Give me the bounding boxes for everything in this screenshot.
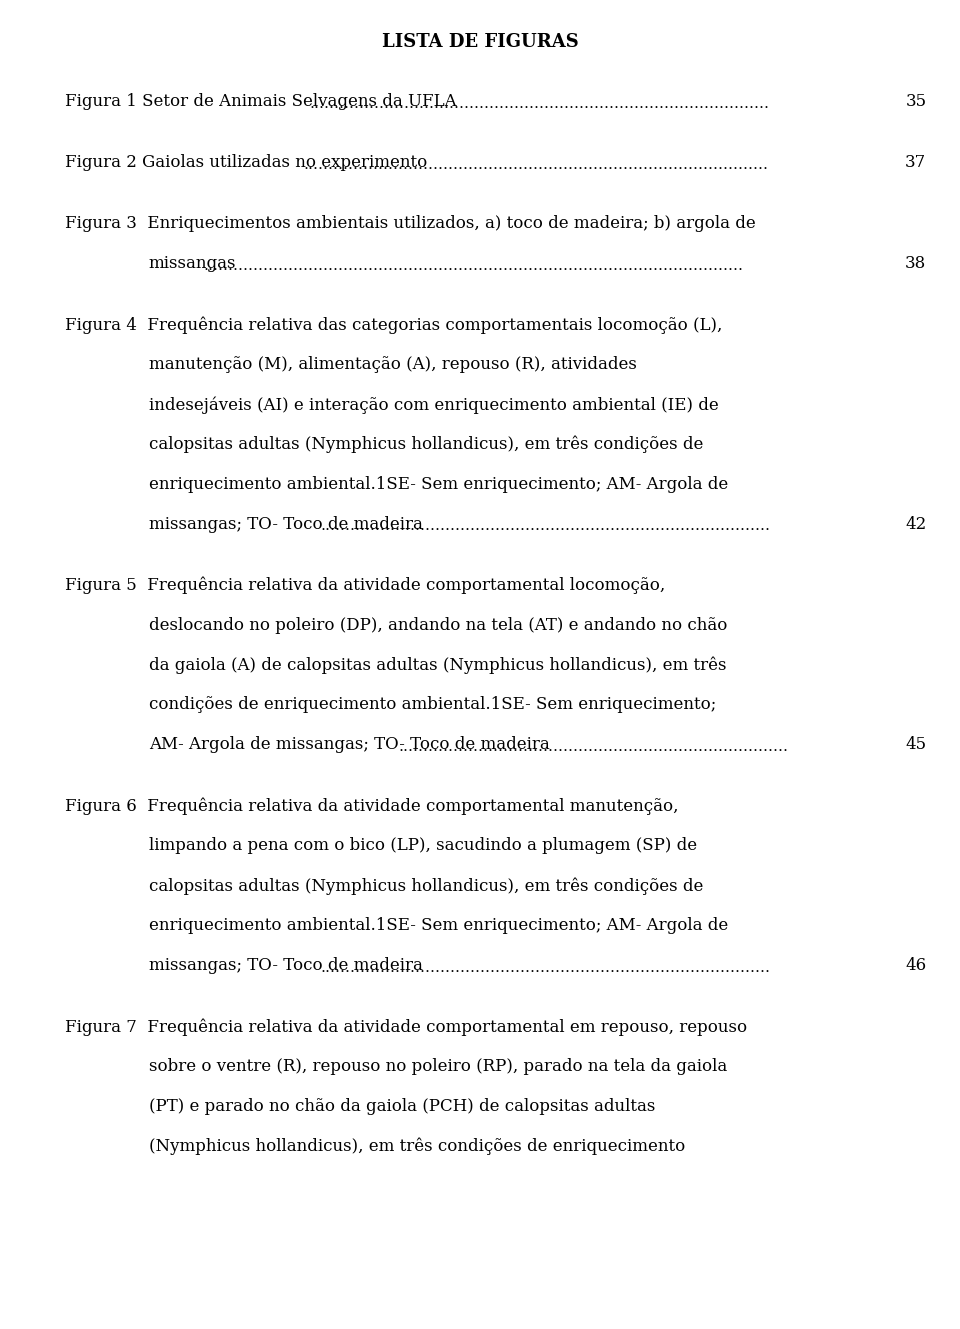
Text: Figura 3  Enriquecimentos ambientais utilizados, a) toco de madeira; b) argola d: Figura 3 Enriquecimentos ambientais util… (65, 215, 756, 233)
Text: (PT) e parado no chão da gaiola (PCH) de calopsitas adultas: (PT) e parado no chão da gaiola (PCH) de… (149, 1098, 655, 1115)
Text: Figura 7  Frequência relativa da atividade comportamental em repouso, repouso: Figura 7 Frequência relativa da atividad… (65, 1018, 748, 1035)
Text: 38: 38 (905, 255, 926, 272)
Text: missangas; TO- Toco de madeira: missangas; TO- Toco de madeira (149, 957, 422, 974)
Text: 35: 35 (905, 93, 926, 110)
Text: ................................................................................: ........................................… (321, 961, 771, 974)
Text: enriquecimento ambiental.1SE- Sem enriquecimento; AM- Argola de: enriquecimento ambiental.1SE- Sem enriqu… (149, 917, 728, 934)
Text: limpando a pena com o bico (LP), sacudindo a plumagem (SP) de: limpando a pena com o bico (LP), sacudin… (149, 837, 697, 855)
Text: calopsitas adultas (Nymphicus hollandicus), em três condições de: calopsitas adultas (Nymphicus hollandicu… (149, 436, 703, 453)
Text: ................................................................................: ........................................… (309, 97, 770, 110)
Text: Figura 5  Frequência relativa da atividade comportamental locomoção,: Figura 5 Frequência relativa da atividad… (65, 577, 665, 594)
Text: sobre o ventre (R), repouso no poleiro (RP), parado na tela da gaiola: sobre o ventre (R), repouso no poleiro (… (149, 1058, 727, 1075)
Text: missangas; TO- Toco de madeira: missangas; TO- Toco de madeira (149, 516, 422, 533)
Text: ................................................................................: ........................................… (304, 158, 769, 171)
Text: indesejáveis (AI) e interação com enriquecimento ambiental (IE) de: indesejáveis (AI) e interação com enriqu… (149, 396, 718, 413)
Text: da gaiola (A) de calopsitas adultas (Nymphicus hollandicus), em três: da gaiola (A) de calopsitas adultas (Nym… (149, 657, 727, 674)
Text: Figura 2 Gaiolas utilizadas no experimento: Figura 2 Gaiolas utilizadas no experimen… (65, 154, 427, 171)
Text: enriquecimento ambiental.1SE- Sem enriquecimento; AM- Argola de: enriquecimento ambiental.1SE- Sem enriqu… (149, 476, 728, 493)
Text: condições de enriquecimento ambiental.1SE- Sem enriquecimento;: condições de enriquecimento ambiental.1S… (149, 696, 716, 714)
Text: deslocando no poleiro (DP), andando na tela (AT) e andando no chão: deslocando no poleiro (DP), andando na t… (149, 617, 727, 634)
Text: Figura 1 Setor de Animais Selvagens da UFLA: Figura 1 Setor de Animais Selvagens da U… (65, 93, 457, 110)
Text: Figura 6  Frequência relativa da atividade comportamental manutenção,: Figura 6 Frequência relativa da atividad… (65, 797, 679, 815)
Text: LISTA DE FIGURAS: LISTA DE FIGURAS (382, 33, 578, 52)
Text: (Nymphicus hollandicus), em três condições de enriquecimento: (Nymphicus hollandicus), em três condiçõ… (149, 1138, 685, 1155)
Text: ..............................................................................: ........................................… (398, 740, 788, 754)
Text: ................................................................................: ........................................… (204, 259, 744, 272)
Text: manutenção (M), alimentação (A), repouso (R), atividades: manutenção (M), alimentação (A), repouso… (149, 356, 636, 373)
Text: 45: 45 (905, 736, 926, 754)
Text: calopsitas adultas (Nymphicus hollandicus), em três condições de: calopsitas adultas (Nymphicus hollandicu… (149, 877, 703, 894)
Text: ................................................................................: ........................................… (321, 520, 771, 533)
Text: 46: 46 (905, 957, 926, 974)
Text: AM- Argola de missangas; TO- Toco de madeira: AM- Argola de missangas; TO- Toco de mad… (149, 736, 549, 754)
Text: 42: 42 (905, 516, 926, 533)
Text: Figura 4  Frequência relativa das categorias comportamentais locomoção (L),: Figura 4 Frequência relativa das categor… (65, 316, 723, 334)
Text: 37: 37 (905, 154, 926, 171)
Text: missangas: missangas (149, 255, 236, 272)
